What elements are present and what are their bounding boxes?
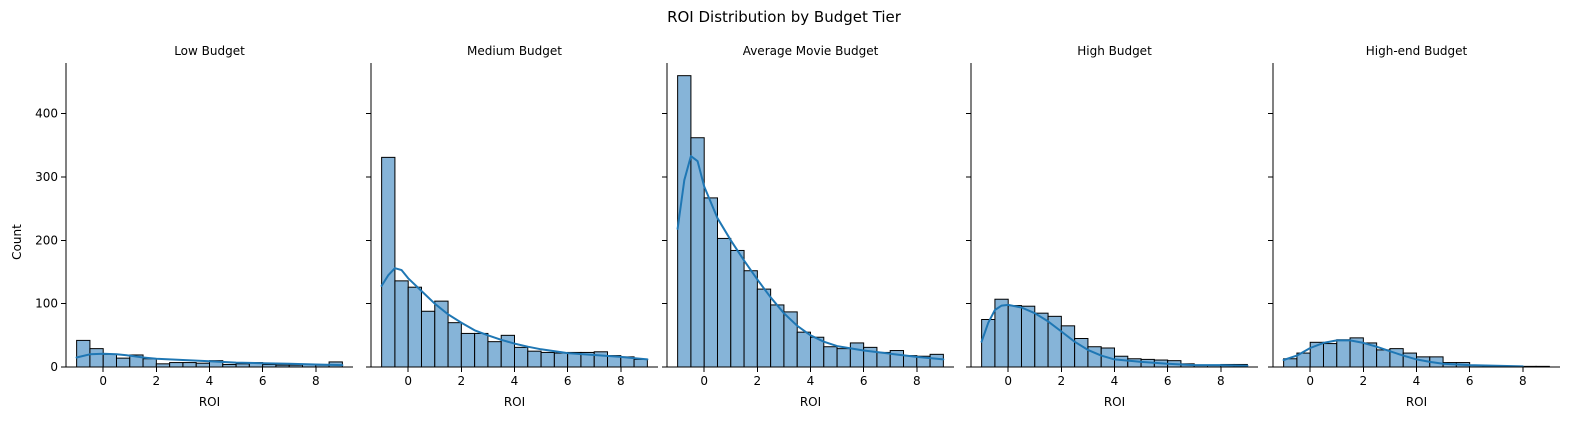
histogram-bar bbox=[407, 286, 422, 368]
kde-line bbox=[380, 267, 649, 361]
kde-line bbox=[980, 303, 1249, 367]
histogram-bar bbox=[716, 237, 732, 368]
y-axis-label: Count bbox=[10, 224, 24, 260]
histogram-bar bbox=[1336, 339, 1351, 368]
kde-line bbox=[1282, 339, 1524, 368]
x-tick-label: 4 bbox=[1413, 374, 1421, 388]
histogram-bar bbox=[115, 357, 131, 368]
x-tick-label: 4 bbox=[511, 374, 519, 388]
x-axis-label: ROI bbox=[1406, 395, 1427, 409]
kde-line bbox=[75, 352, 344, 367]
panel-4: High-end Budget 0 2 4 6 8 ROI bbox=[1268, 44, 1560, 409]
histogram-bar bbox=[836, 348, 851, 368]
x-tick-label: 0 bbox=[700, 374, 708, 388]
panel-title: High-end Budget bbox=[1366, 44, 1468, 58]
histogram-bar bbox=[142, 358, 157, 368]
histogram-bar bbox=[527, 350, 542, 368]
histogram-bar bbox=[434, 300, 449, 368]
x-tick-label: 6 bbox=[564, 374, 572, 388]
histogram-bar bbox=[474, 332, 489, 368]
histogram-bar bbox=[1376, 349, 1391, 368]
x-tick-label: 8 bbox=[1519, 374, 1527, 388]
histogram-bar bbox=[460, 332, 476, 368]
panel-title: Low Budget bbox=[174, 44, 245, 58]
x-axis-label: ROI bbox=[504, 395, 525, 409]
panel-3: High Budget 0 2 4 6 8 ROI bbox=[966, 44, 1258, 409]
x-tick-label: 0 bbox=[1306, 374, 1314, 388]
x-tick-label: 4 bbox=[206, 374, 214, 388]
y-tick-label: 0 bbox=[50, 360, 58, 374]
chart-title: ROI Distribution by Budget Tier bbox=[667, 8, 902, 26]
x-tick-label: 6 bbox=[1466, 374, 1474, 388]
histogram-bar bbox=[756, 288, 772, 368]
y-tick-label: 200 bbox=[35, 233, 58, 247]
histogram-bar bbox=[182, 362, 197, 368]
x-tick-label: 2 bbox=[153, 374, 161, 388]
histogram-bar bbox=[1007, 305, 1022, 368]
histogram-bar bbox=[553, 352, 569, 368]
histogram-bar bbox=[703, 197, 718, 368]
histogram-bar bbox=[593, 351, 609, 368]
x-tick-label: 0 bbox=[404, 374, 412, 388]
panel-0: Low Budget 0 100 200 300 400 0 2 4 6 8 ROI bbox=[35, 44, 353, 409]
x-tick-label: 2 bbox=[458, 374, 466, 388]
histogram-bar bbox=[1020, 305, 1036, 368]
x-tick-label: 4 bbox=[807, 374, 815, 388]
histogram-bar bbox=[849, 342, 865, 368]
histogram-bar bbox=[796, 331, 811, 368]
y-tick-label: 400 bbox=[35, 107, 58, 121]
panel-title: Average Movie Budget bbox=[743, 44, 879, 58]
histogram-bar bbox=[195, 362, 211, 368]
histogram-bar bbox=[1322, 343, 1338, 368]
x-tick-label: 6 bbox=[860, 374, 868, 388]
histogram-bar bbox=[823, 346, 838, 368]
histogram-bar bbox=[102, 353, 117, 368]
histogram-bar bbox=[447, 322, 462, 368]
histogram-bar bbox=[76, 339, 91, 368]
panel-1: Medium Budget 0 2 4 6 8 ROI bbox=[366, 44, 658, 409]
panel-2: Average Movie Budget 0 2 4 6 8 ROI bbox=[662, 44, 954, 409]
x-tick-label: 8 bbox=[913, 374, 921, 388]
histogram-bar bbox=[633, 358, 648, 368]
histogram-bar bbox=[876, 351, 891, 368]
histogram-bar bbox=[487, 341, 502, 368]
histogram-bar bbox=[381, 156, 396, 368]
x-tick-label: 4 bbox=[1111, 374, 1119, 388]
y-tick-label: 300 bbox=[35, 170, 58, 184]
x-tick-label: 0 bbox=[99, 374, 107, 388]
panel-title: Medium Budget bbox=[467, 44, 562, 58]
x-tick-label: 2 bbox=[754, 374, 762, 388]
panel-title: High Budget bbox=[1077, 44, 1152, 58]
x-tick-label: 6 bbox=[259, 374, 267, 388]
x-tick-label: 6 bbox=[1164, 374, 1172, 388]
x-tick-label: 8 bbox=[617, 374, 625, 388]
histogram-bar bbox=[770, 304, 785, 368]
histogram-bar bbox=[929, 353, 944, 368]
x-tick-label: 8 bbox=[1217, 374, 1225, 388]
histogram-bar bbox=[514, 346, 529, 368]
histogram-bar bbox=[169, 362, 184, 368]
y-tick-label: 100 bbox=[35, 297, 58, 311]
histogram-bar bbox=[730, 249, 745, 368]
histogram-bar bbox=[394, 280, 409, 368]
histogram-bar bbox=[981, 319, 996, 368]
histogram-bar bbox=[540, 351, 555, 368]
x-axis-label: ROI bbox=[1104, 395, 1125, 409]
x-axis-label: ROI bbox=[199, 395, 220, 409]
kde-line bbox=[676, 155, 945, 361]
x-tick-label: 2 bbox=[1360, 374, 1368, 388]
x-tick-label: 0 bbox=[1004, 374, 1012, 388]
histogram-bar bbox=[743, 270, 758, 368]
x-tick-label: 8 bbox=[312, 374, 320, 388]
x-tick-label: 2 bbox=[1058, 374, 1066, 388]
histogram-bar bbox=[1114, 355, 1129, 368]
histogram-bar bbox=[89, 348, 104, 368]
histogram-bar bbox=[420, 310, 436, 368]
x-axis-label: ROI bbox=[800, 395, 821, 409]
histogram-bar bbox=[690, 137, 705, 368]
